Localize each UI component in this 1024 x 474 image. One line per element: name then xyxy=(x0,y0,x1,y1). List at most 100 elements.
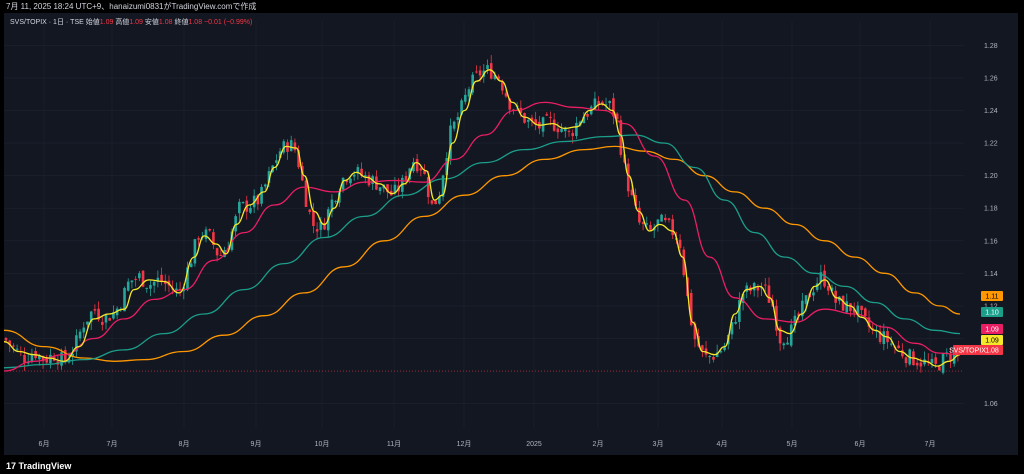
candle-body xyxy=(134,278,137,280)
candle-body xyxy=(582,116,586,124)
candle-body xyxy=(671,219,674,236)
candle-body xyxy=(501,81,504,91)
candle-body xyxy=(508,98,512,110)
candle-body xyxy=(63,350,67,361)
candle-body xyxy=(341,177,345,190)
candle-body xyxy=(830,287,834,291)
candle-body xyxy=(504,93,508,97)
candle-body xyxy=(363,175,367,177)
candle-body xyxy=(297,150,300,168)
candle-body xyxy=(138,273,141,279)
price-tag-label: 1.10 xyxy=(985,310,999,317)
tradingview-logo[interactable]: 17 TradingView xyxy=(6,458,71,474)
candle-body xyxy=(241,202,245,204)
candle-body xyxy=(678,239,682,248)
candle-body xyxy=(263,184,267,187)
candle-body xyxy=(282,141,286,153)
chart-background xyxy=(4,13,1018,455)
price-tag xyxy=(981,335,1003,345)
price-tag-label: 1.08 xyxy=(985,348,999,355)
candle-body xyxy=(552,119,556,131)
price-tag xyxy=(981,345,1003,355)
candle-body xyxy=(149,285,152,289)
high-label: 高値 xyxy=(115,19,130,26)
candle-body xyxy=(560,128,563,132)
candle-body xyxy=(315,229,319,232)
candle-body xyxy=(786,342,789,345)
candle-body xyxy=(423,171,426,174)
candle-body xyxy=(186,267,189,290)
candle-body xyxy=(419,168,423,171)
candle-body xyxy=(197,238,200,240)
candle-body xyxy=(471,74,474,93)
time-tick-label: 3月 xyxy=(653,440,664,448)
candle-body xyxy=(430,200,434,204)
time-tick-label: 12月 xyxy=(457,440,472,448)
price-chart[interactable]: 1.28 1.26 1.24 1.22 1.20 1.18 1.16 1.14 1.121.10… xyxy=(4,13,1018,455)
candle-body xyxy=(804,295,808,304)
candle-body xyxy=(663,217,667,221)
candle-body xyxy=(330,199,334,212)
candle-body xyxy=(15,348,19,350)
candle-body xyxy=(460,100,463,115)
candle-body xyxy=(901,350,904,357)
candle-body xyxy=(30,354,34,362)
time-tick-label: 8月 xyxy=(179,440,190,448)
candle-body xyxy=(864,308,867,316)
price-tag xyxy=(981,324,1003,334)
time-tick-label: 10月 xyxy=(315,440,330,448)
symbol-name[interactable]: SVS/TOPIX · 1日 · TSE xyxy=(10,19,84,26)
candle-body xyxy=(575,123,578,137)
candle-body xyxy=(238,201,241,214)
candle-body xyxy=(797,313,800,316)
close-label: 終値 xyxy=(174,19,189,26)
candle-body xyxy=(497,76,500,80)
candle-body xyxy=(493,74,497,80)
candle-body xyxy=(604,104,608,106)
candle-body xyxy=(41,356,45,362)
candle-body xyxy=(404,176,408,181)
candle-body xyxy=(60,352,63,366)
symbol-tag xyxy=(953,345,982,355)
price-tick-label: 1.22 xyxy=(984,141,998,148)
candle-body xyxy=(826,286,830,291)
candle-body xyxy=(752,282,756,291)
candle-body xyxy=(352,174,356,177)
candle-body xyxy=(293,142,297,151)
candle-body xyxy=(534,119,537,125)
candle-body xyxy=(601,101,604,105)
candle-body xyxy=(608,101,612,104)
price-tick-label: 1.16 xyxy=(984,238,998,245)
price-tag-label: 1.11 xyxy=(985,294,998,301)
candle-body xyxy=(930,358,934,364)
candle-body xyxy=(456,117,460,120)
candle-body xyxy=(312,210,315,226)
candle-body xyxy=(897,345,900,349)
open-value: 1.09 xyxy=(99,19,114,26)
candle-body xyxy=(689,292,693,326)
candle-body xyxy=(693,323,697,340)
candle-body xyxy=(434,200,437,205)
candle-body xyxy=(289,140,293,152)
candle-body xyxy=(123,287,126,312)
candle-body xyxy=(567,130,571,132)
price-tick-label: 1.26 xyxy=(984,75,998,82)
candle-body xyxy=(778,327,782,344)
candle-body xyxy=(141,270,145,287)
candle-body xyxy=(156,277,160,282)
candle-body xyxy=(204,229,208,239)
candle-body xyxy=(101,321,104,325)
candle-body xyxy=(82,327,86,333)
time-tick-label: 7月 xyxy=(107,440,118,448)
candle-body xyxy=(260,186,263,204)
symbol-legend[interactable]: SVS/TOPIX · 1日 · TSE 始値1.09 高値1.09 安値1.0… xyxy=(10,17,252,27)
candle-body xyxy=(89,311,93,322)
candle-body xyxy=(734,321,737,324)
chart-panel[interactable]: 1.28 1.26 1.24 1.22 1.20 1.18 1.16 1.14 1.121.10… xyxy=(4,13,1018,455)
candle-body xyxy=(256,195,260,205)
price-tag xyxy=(981,291,1003,301)
candle-body xyxy=(819,272,823,282)
candle-body xyxy=(630,189,634,196)
candle-body xyxy=(249,208,252,213)
close-value: 1.08 xyxy=(188,19,203,26)
